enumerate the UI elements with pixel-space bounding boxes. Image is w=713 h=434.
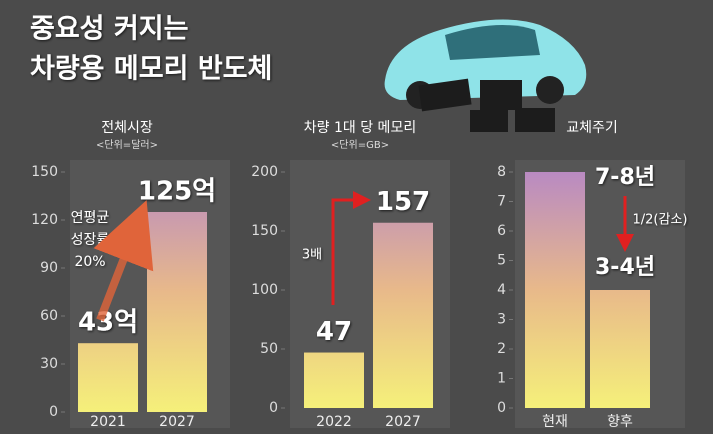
bar bbox=[525, 172, 585, 408]
bar bbox=[373, 222, 433, 408]
annotation: 7-8년 bbox=[595, 165, 655, 190]
annotation: 3배 bbox=[302, 248, 322, 263]
y-tick-label: 0 bbox=[269, 400, 278, 416]
y-tick-label: 2 bbox=[497, 341, 506, 357]
growth-arrow bbox=[93, 200, 154, 322]
value-label: 47 bbox=[316, 317, 352, 347]
value-label: 125억 bbox=[138, 177, 216, 207]
x-tick-label: 현재 bbox=[542, 414, 568, 430]
y-tick-label: 150 bbox=[251, 223, 278, 239]
y-tick-label: 1 bbox=[497, 371, 506, 387]
y-tick-label: 0 bbox=[497, 400, 506, 416]
y-tick-label: 100 bbox=[251, 282, 278, 298]
annotation: 성장률 bbox=[71, 232, 110, 248]
annotation: 연평균 bbox=[71, 210, 110, 226]
y-tick-label: 60 bbox=[40, 308, 58, 324]
y-tick-label: 7 bbox=[497, 194, 506, 210]
y-tick-label: 6 bbox=[497, 223, 506, 239]
car-illustration bbox=[384, 19, 587, 132]
y-tick-label: 200 bbox=[251, 164, 278, 180]
annotation: 1/2(감소) bbox=[633, 213, 688, 228]
chart-title: 차량 1대 당 메모리 bbox=[304, 120, 416, 136]
x-tick-label: 2027 bbox=[159, 414, 195, 430]
y-tick-label: 5 bbox=[497, 253, 506, 269]
value-label: 157 bbox=[376, 187, 430, 217]
bar bbox=[78, 343, 138, 412]
y-tick-label: 0 bbox=[49, 404, 58, 420]
chart-subtitle: <단위=GB> bbox=[331, 138, 389, 151]
chart-title: 전체시장 bbox=[101, 120, 153, 136]
x-tick-label: 2022 bbox=[316, 414, 352, 430]
y-tick-label: 30 bbox=[40, 356, 58, 372]
page-title: 중요성 커지는 bbox=[30, 14, 188, 45]
growth-arrow bbox=[331, 191, 371, 305]
chart-title: 교체주기 bbox=[566, 120, 618, 136]
y-tick-label: 50 bbox=[260, 341, 278, 357]
y-tick-label: 150 bbox=[31, 164, 58, 180]
annotation: 20% bbox=[74, 254, 105, 270]
page-title: 차량용 메모리 반도체 bbox=[30, 54, 272, 85]
annotation: 3-4년 bbox=[595, 255, 655, 280]
x-tick-label: 2027 bbox=[385, 414, 421, 430]
x-tick-label: 2021 bbox=[90, 414, 126, 430]
y-tick-label: 8 bbox=[497, 164, 506, 180]
bar bbox=[147, 212, 207, 412]
y-tick-label: 4 bbox=[497, 282, 506, 298]
x-tick-label: 향후 bbox=[607, 414, 633, 430]
bar bbox=[304, 352, 364, 408]
y-tick-label: 3 bbox=[497, 312, 506, 328]
bar bbox=[590, 290, 650, 408]
value-label: 43억 bbox=[78, 308, 138, 338]
chart-subtitle: <단위=달러> bbox=[96, 138, 158, 151]
y-tick-label: 90 bbox=[40, 260, 58, 276]
y-tick-label: 120 bbox=[31, 212, 58, 228]
